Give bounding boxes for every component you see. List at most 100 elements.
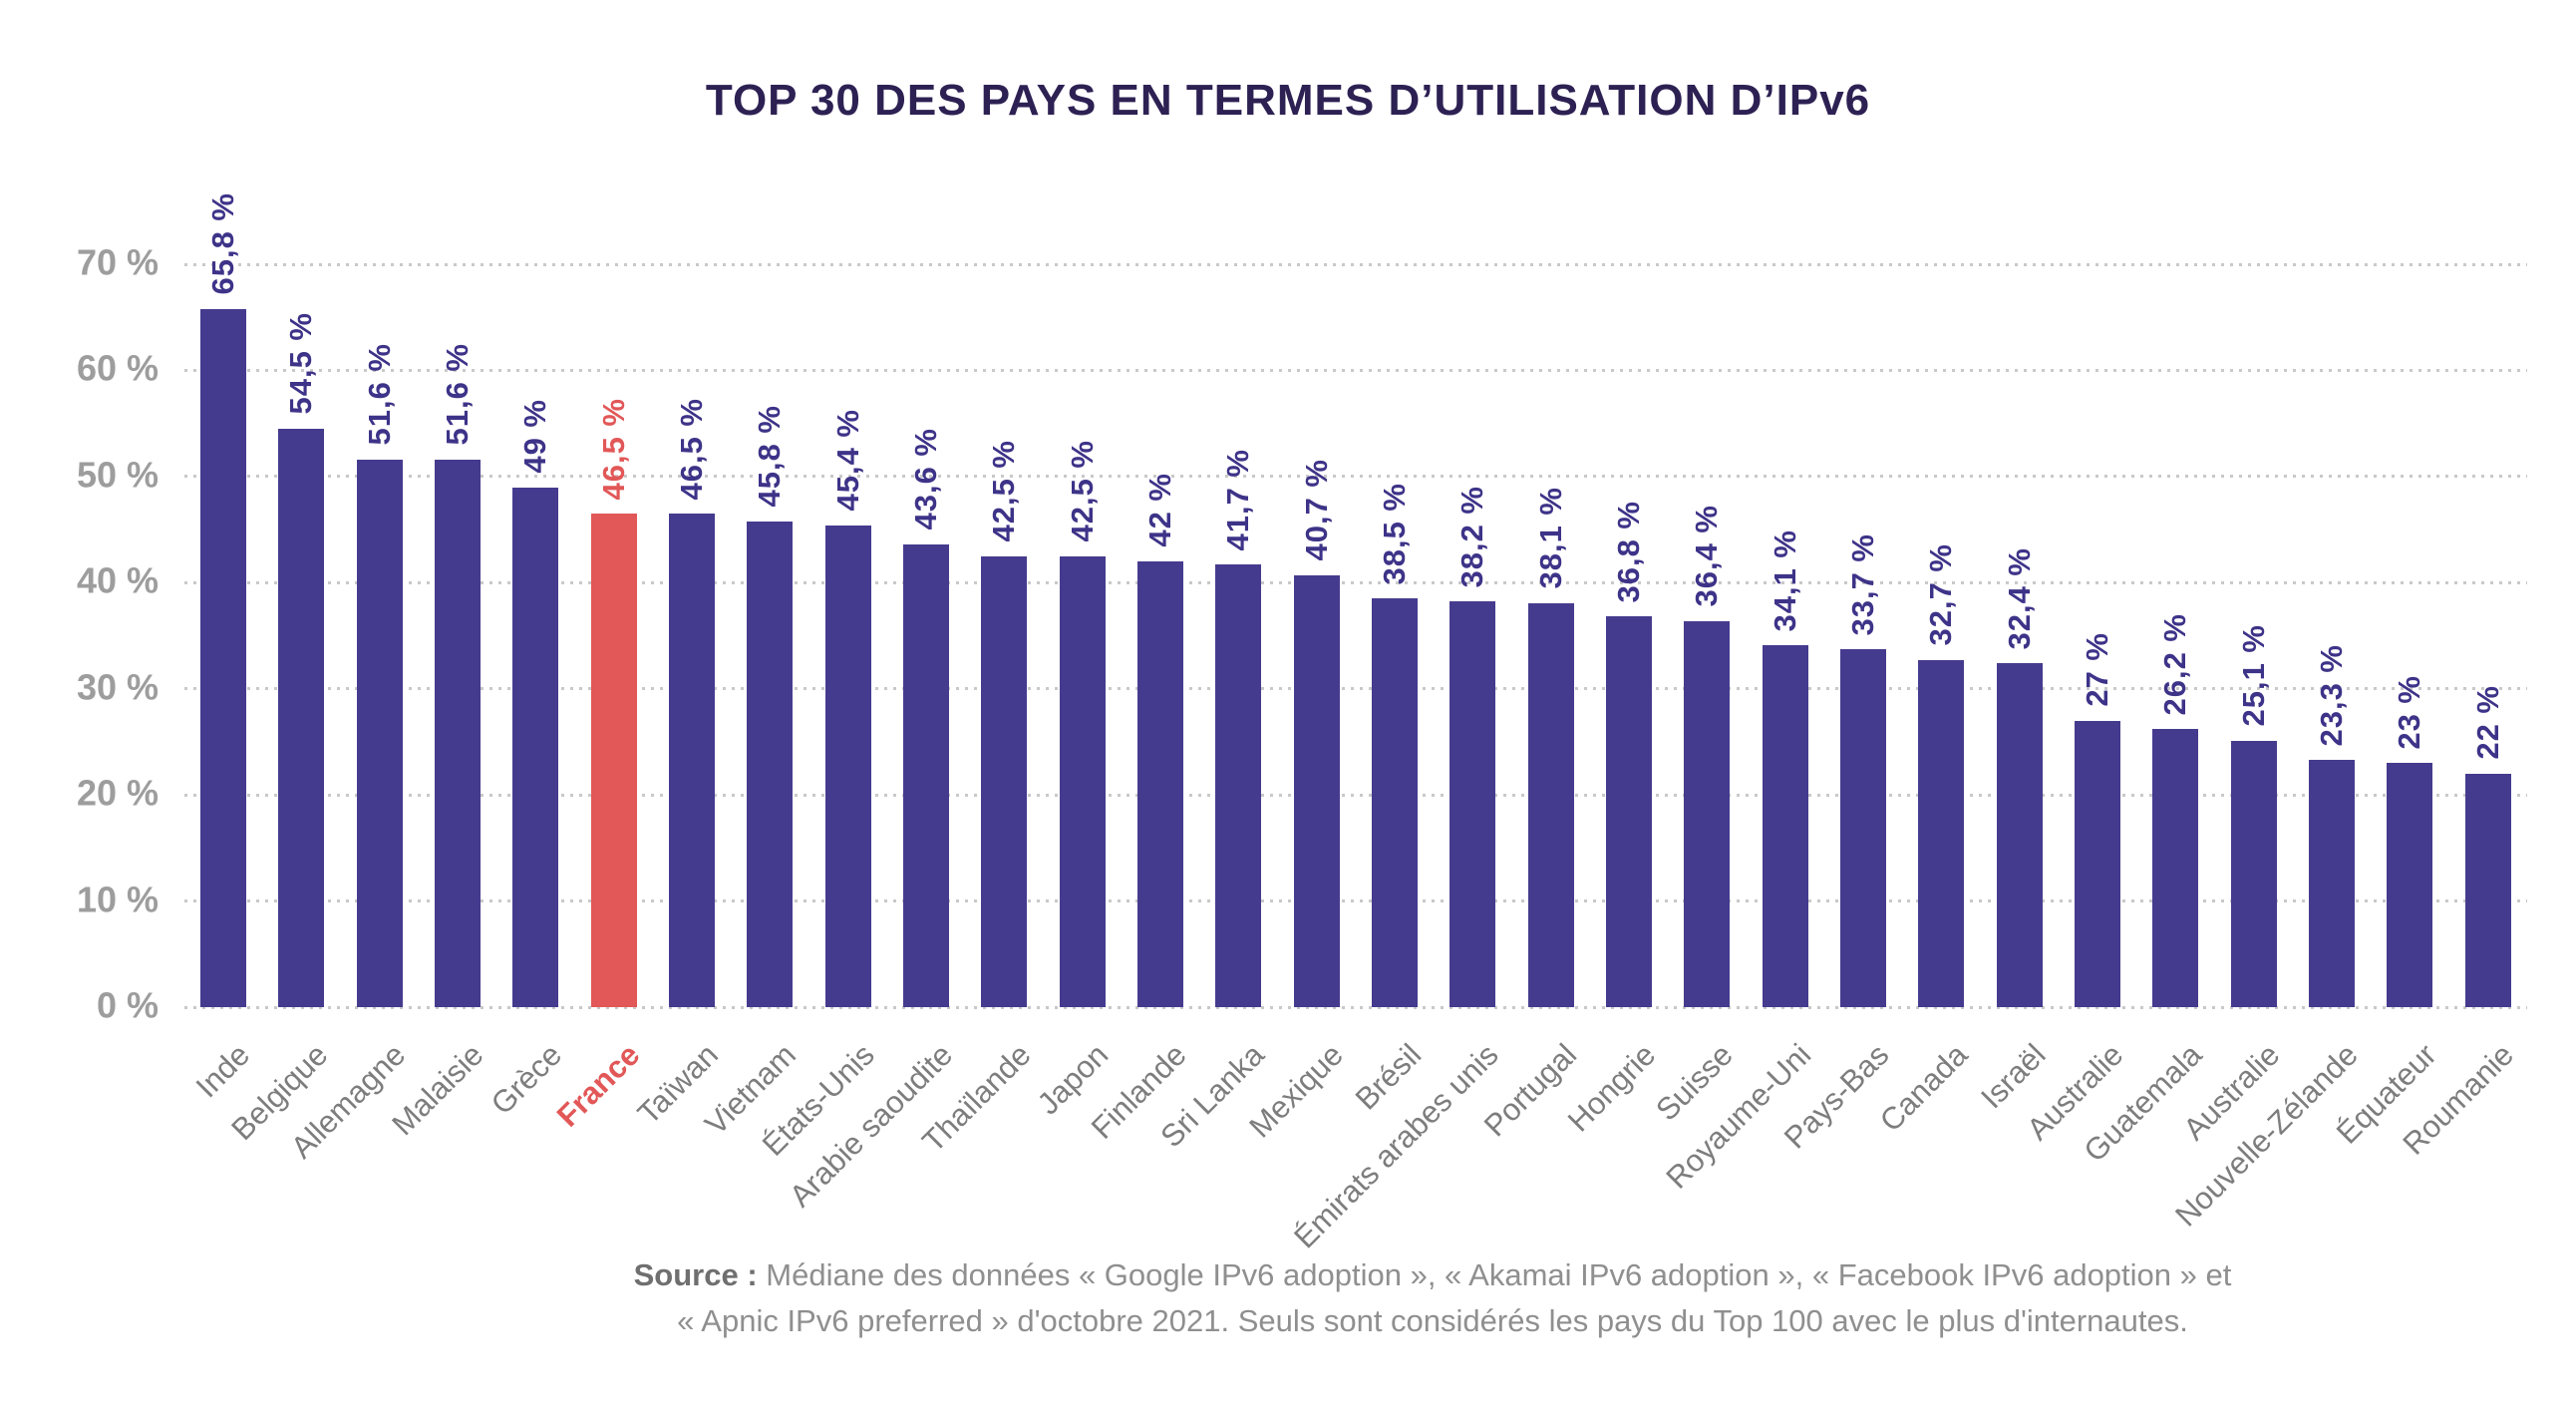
- bar-value-label: 42,5 %: [1064, 440, 1100, 542]
- bar: [824, 525, 871, 1007]
- bar: [435, 459, 482, 1007]
- bars-container: 65,8 % Inde 54,5 % Belgique 51,6 % Allemagne 5…: [184, 192, 2527, 1255]
- bar-column: 54,5 % Belgique: [224, 264, 340, 1147]
- bar-column: 25,1 % Australie: [2176, 264, 2293, 1147]
- y-axis-tick-label: 20 %: [76, 772, 159, 814]
- y-axis-tick-label: 40 %: [76, 559, 159, 601]
- y-axis-tick-label: 10 %: [76, 878, 159, 919]
- bar: [1918, 659, 1965, 1007]
- chart-title: TOP 30 DES PAYS EN TERMES D’UTILISATION …: [705, 76, 1871, 125]
- bar-value-label: 45,4 %: [829, 409, 865, 512]
- bar-value-label: 33,7 %: [1845, 532, 1881, 636]
- bar: [1996, 663, 2043, 1007]
- bar: [747, 521, 794, 1007]
- bar: [1372, 598, 1419, 1007]
- bar-column: 40,7 % Mexique: [1242, 264, 1356, 1144]
- bar-column: 32,4 % Israël: [1974, 264, 2059, 1116]
- bar-column: 43,6 % Arabie saoudite: [783, 264, 965, 1214]
- gridline: [184, 793, 2527, 797]
- bar-value-label: 46,5 %: [674, 397, 710, 501]
- bar-column: 38,5 % Brésil: [1348, 264, 1434, 1117]
- bar: [356, 459, 403, 1007]
- bar-value-label: 42 %: [1142, 473, 1178, 547]
- bar: [1137, 561, 1184, 1007]
- bar: [2075, 720, 2121, 1007]
- bar-column: 34,1 % Royaume-Uni: [1660, 264, 1824, 1196]
- bar: [1840, 649, 1887, 1007]
- bar: [1059, 555, 1106, 1007]
- bar-value-label: 42,5 %: [986, 440, 1022, 542]
- bar: [2152, 729, 2199, 1007]
- source-line-2: « Apnic IPv6 preferred » d'octobre 2021.…: [289, 1298, 2576, 1344]
- y-axis-tick-label: 70 %: [76, 241, 159, 283]
- gridline: [184, 899, 2527, 903]
- bar-column: 33,7 % Pays-Bas: [1777, 264, 1902, 1156]
- bar-value-label: 32,7 %: [1923, 543, 1959, 646]
- bar-value-label: 43,6 %: [908, 428, 944, 531]
- bar-column: 51,6 % Malaisie: [386, 264, 496, 1142]
- bar-value-label: 34,1 %: [1767, 529, 1802, 632]
- bar: [1762, 645, 1808, 1007]
- bar: [1606, 616, 1653, 1007]
- bar-column: 46,5 % Taïwan: [631, 264, 731, 1132]
- bar: [903, 543, 950, 1007]
- bar-column: 46,5 % France: [550, 264, 653, 1134]
- bar-column: 22 % Roumanie: [2397, 264, 2527, 1161]
- bar-column: 32,7 % Canada: [1873, 264, 1980, 1138]
- bar: [1449, 601, 1496, 1007]
- gridline: [184, 580, 2527, 584]
- bar: [2464, 773, 2511, 1007]
- bar-column: 38,2 % Émirats arabes unis: [1288, 264, 1511, 1255]
- source-note: Source : Médiane des données « Google IP…: [289, 1252, 2576, 1344]
- bar-column: 45,4 % États-Unis: [756, 264, 887, 1163]
- bar-value-label: 36,4 %: [1689, 505, 1725, 607]
- y-axis-tick-label: 0 %: [96, 984, 159, 1026]
- bar-value-label: 26,2 %: [2157, 612, 2193, 716]
- bar-value-label: 54,5 %: [283, 312, 319, 415]
- bar-column: 23,3 % Nouvelle-Zélande: [2168, 264, 2371, 1234]
- gridline: [184, 687, 2527, 691]
- bar-value-label: 27 %: [2080, 631, 2115, 707]
- bar-column: 36,4 % Suisse: [1650, 264, 1746, 1127]
- country-label: France: [549, 1037, 647, 1134]
- bar-value-label: 25,1 %: [2235, 624, 2271, 727]
- gridline: [184, 368, 2527, 372]
- y-axis-tick-label: 60 %: [76, 347, 159, 389]
- country-label: Hongrie: [1560, 1037, 1662, 1139]
- bar-column: 42,5 % Japon: [1031, 264, 1122, 1121]
- bar-column: 36,8 % Hongrie: [1560, 264, 1668, 1139]
- bar-value-label: 38,2 %: [1454, 485, 1490, 588]
- y-axis-tick-label: 30 %: [76, 666, 159, 708]
- bar-column: 26,2 % Guatemala: [2077, 264, 2214, 1169]
- gridline: [184, 262, 2527, 266]
- bar: [200, 308, 247, 1007]
- bar-value-label: 36,8 %: [1611, 500, 1647, 603]
- bar-value-label: 32,4 %: [2001, 546, 2037, 650]
- bar: [981, 555, 1028, 1007]
- bar-value-label: 41,7 %: [1220, 448, 1256, 551]
- source-label: Source :: [633, 1257, 758, 1292]
- bar-value-label: 38,5 %: [1377, 482, 1413, 585]
- bar-value-label: 23 %: [2392, 674, 2427, 750]
- bar-value-label: 23,3 %: [2314, 643, 2350, 747]
- bar: [1684, 620, 1731, 1007]
- bar: [2230, 740, 2277, 1007]
- bar-value-label: 40,7 %: [1298, 459, 1334, 561]
- bar-column: 38,1 % Portugal: [1477, 264, 1590, 1143]
- bar: [2387, 763, 2433, 1007]
- bar-column: 49 % Grèce: [484, 264, 574, 1122]
- gridline: [184, 1005, 2527, 1009]
- bar: [1293, 574, 1340, 1007]
- source-line2-text: « Apnic IPv6 preferred » d'octobre 2021.…: [677, 1303, 2188, 1338]
- bar: [1215, 564, 1262, 1007]
- bar: [1527, 602, 1574, 1007]
- bar: [278, 428, 325, 1007]
- bar-column: 42 % Finlande: [1085, 264, 1199, 1146]
- bar-column: 45,8 % Vietnam: [698, 264, 808, 1142]
- bar-value-label: 49 %: [517, 398, 553, 474]
- bar-column: 41,7 % Sri Lanka: [1154, 264, 1277, 1155]
- bar: [669, 514, 716, 1007]
- gridline: [184, 475, 2527, 479]
- bar-value-label: 51,6 %: [361, 343, 397, 446]
